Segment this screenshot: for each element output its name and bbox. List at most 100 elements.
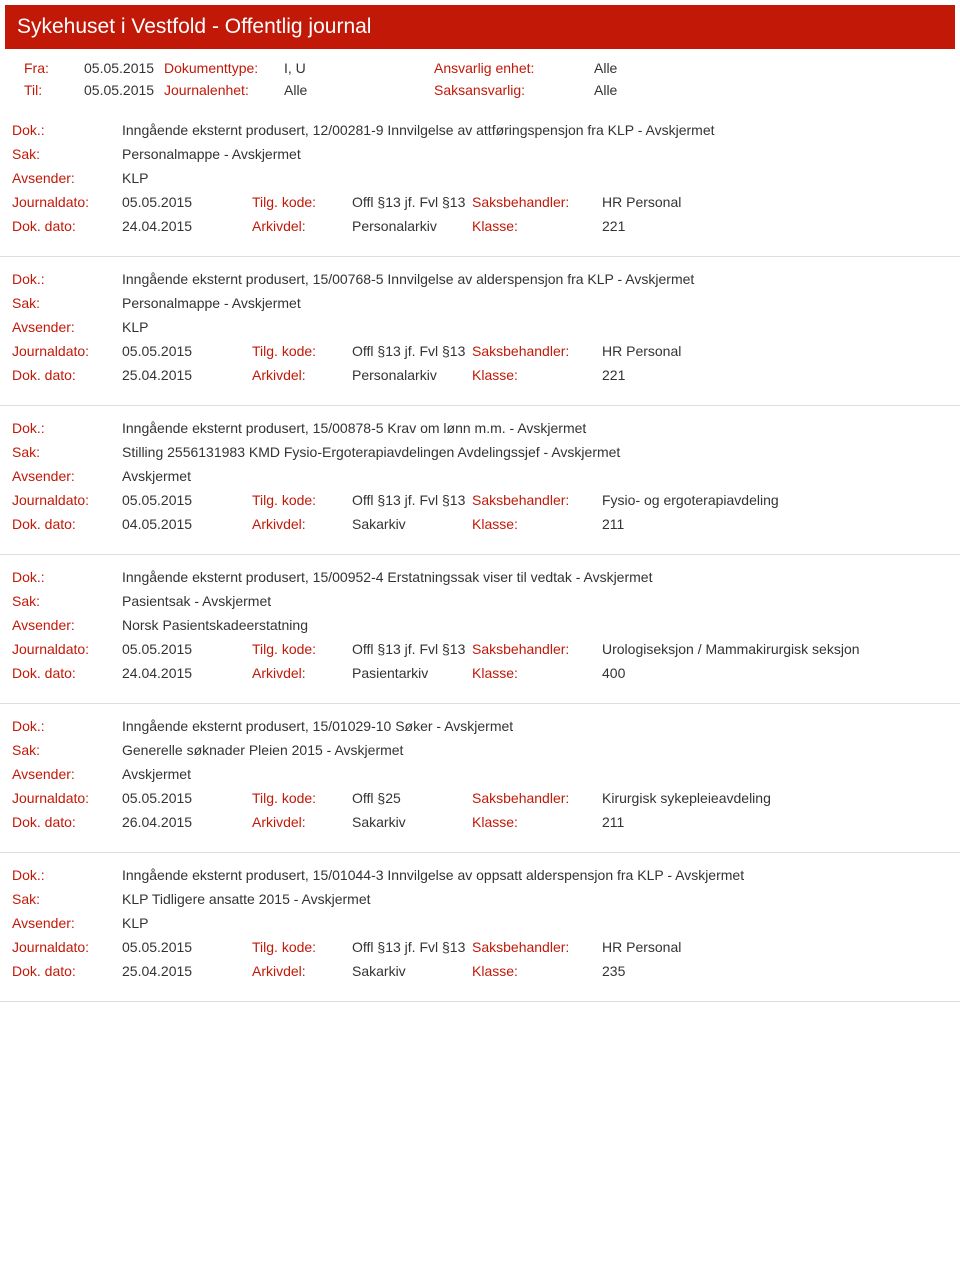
meta-row-1: Journaldato:05.05.2015Tilg. kode:Offl §2… [12,790,948,806]
dok-value: Inngående eksternt produsert, 15/00952-4… [122,569,652,585]
dok-label: Dok.: [12,271,122,287]
journal-entry: Dok.:Inngående eksternt produsert, 15/01… [0,853,960,1002]
tilgkode-label: Tilg. kode: [252,790,352,806]
avsender-label: Avsender: [12,319,122,335]
dok-value: Inngående eksternt produsert, 15/01044-3… [122,867,744,883]
arkivdel-value: Sakarkiv [352,516,472,532]
saksbehandler-value: Urologiseksjon / Mammakirurgisk seksjon [602,641,948,657]
dok-value: Inngående eksternt produsert, 12/00281-9… [122,122,715,138]
journal-entry: Dok.:Inngående eksternt produsert, 12/00… [0,108,960,257]
avsender-label: Avsender: [12,766,122,782]
saksbehandler-label: Saksbehandler: [472,343,602,359]
dok-label: Dok.: [12,569,122,585]
tilgkode-value: Offl §13 jf. Fvl §13 [352,641,472,657]
dokdato-value: 25.04.2015 [122,963,252,979]
meta-row-2: Dok. dato:04.05.2015Arkivdel:SakarkivKla… [12,516,948,532]
sak-value: KLP Tidligere ansatte 2015 - Avskjermet [122,891,371,907]
saksbehandler-value: Fysio- og ergoterapiavdeling [602,492,948,508]
journaldato-value: 05.05.2015 [122,343,252,359]
ansvarlig-value: Alle [594,60,617,76]
tilgkode-label: Tilg. kode: [252,194,352,210]
avsender-row: Avsender:Norsk Pasientskadeerstatning [12,617,948,633]
saksbehandler-value: HR Personal [602,194,948,210]
dokdato-value: 25.04.2015 [122,367,252,383]
tilgkode-value: Offl §25 [352,790,472,806]
dokdato-label: Dok. dato: [12,218,122,234]
sak-row: Sak:Pasientsak - Avskjermet [12,593,948,609]
journaldato-label: Journaldato: [12,194,122,210]
filter-block: Fra: 05.05.2015 Dokumenttype: I, U Ansva… [12,54,948,98]
journaldato-value: 05.05.2015 [122,939,252,955]
fra-value: 05.05.2015 [84,60,164,76]
journaldato-value: 05.05.2015 [122,790,252,806]
dok-label: Dok.: [12,122,122,138]
sak-label: Sak: [12,891,122,907]
tilgkode-label: Tilg. kode: [252,939,352,955]
sak-label: Sak: [12,444,122,460]
avsender-label: Avsender: [12,468,122,484]
sak-value: Personalmappe - Avskjermet [122,295,301,311]
journalenhet-label: Journalenhet: [164,82,284,98]
filter-row-2: Til: 05.05.2015 Journalenhet: Alle Saksa… [12,76,948,98]
arkivdel-label: Arkivdel: [252,665,352,681]
meta-row-1: Journaldato:05.05.2015Tilg. kode:Offl §1… [12,343,948,359]
tilgkode-label: Tilg. kode: [252,641,352,657]
avsender-row: Avsender:KLP [12,915,948,931]
meta-row-1: Journaldato:05.05.2015Tilg. kode:Offl §1… [12,939,948,955]
dokdato-label: Dok. dato: [12,963,122,979]
sak-row: Sak:Stilling 2556131983 KMD Fysio-Ergote… [12,444,948,460]
dokdato-label: Dok. dato: [12,516,122,532]
til-value: 05.05.2015 [84,82,164,98]
meta-row-1: Journaldato:05.05.2015Tilg. kode:Offl §1… [12,641,948,657]
tilgkode-value: Offl §13 jf. Fvl §13 [352,492,472,508]
til-label: Til: [24,82,84,98]
dok-row: Dok.:Inngående eksternt produsert, 15/01… [12,867,948,883]
journaldato-value: 05.05.2015 [122,194,252,210]
avsender-label: Avsender: [12,915,122,931]
arkivdel-label: Arkivdel: [252,218,352,234]
avsender-value: KLP [122,170,148,186]
journaldato-label: Journaldato: [12,492,122,508]
saksbehandler-value: HR Personal [602,343,948,359]
meta-row-2: Dok. dato:24.04.2015Arkivdel:Personalark… [12,218,948,234]
sak-value: Pasientsak - Avskjermet [122,593,271,609]
sak-value: Stilling 2556131983 KMD Fysio-Ergoterapi… [122,444,620,460]
saksbehandler-value: Kirurgisk sykepleieavdeling [602,790,948,806]
arkivdel-value: Personalarkiv [352,367,472,383]
journaldato-label: Journaldato: [12,343,122,359]
meta-row-2: Dok. dato:24.04.2015Arkivdel:Pasientarki… [12,665,948,681]
arkivdel-label: Arkivdel: [252,367,352,383]
avsender-row: Avsender:Avskjermet [12,766,948,782]
page-title-bar: Sykehuset i Vestfold - Offentlig journal [5,5,955,49]
journal-entry: Dok.:Inngående eksternt produsert, 15/00… [0,257,960,406]
sak-value: Personalmappe - Avskjermet [122,146,301,162]
dok-value: Inngående eksternt produsert, 15/01029-1… [122,718,513,734]
arkivdel-value: Sakarkiv [352,963,472,979]
dok-row: Dok.:Inngående eksternt produsert, 15/00… [12,569,948,585]
sak-value: Generelle søknader Pleien 2015 - Avskjer… [122,742,403,758]
arkivdel-value: Sakarkiv [352,814,472,830]
sak-row: Sak:Personalmappe - Avskjermet [12,295,948,311]
journaldato-value: 05.05.2015 [122,641,252,657]
journaldato-label: Journaldato: [12,939,122,955]
saksbehandler-label: Saksbehandler: [472,194,602,210]
dokdato-value: 24.04.2015 [122,665,252,681]
dokdato-value: 26.04.2015 [122,814,252,830]
klasse-value: 235 [602,963,948,979]
avsender-value: Avskjermet [122,766,191,782]
klasse-label: Klasse: [472,218,602,234]
klasse-value: 211 [602,516,948,532]
meta-row-2: Dok. dato:25.04.2015Arkivdel:SakarkivKla… [12,963,948,979]
journaldato-label: Journaldato: [12,790,122,806]
dok-value: Inngående eksternt produsert, 15/00768-5… [122,271,694,287]
dokumenttype-label: Dokumenttype: [164,60,284,76]
dok-label: Dok.: [12,867,122,883]
sak-label: Sak: [12,295,122,311]
arkivdel-label: Arkivdel: [252,516,352,532]
sak-label: Sak: [12,742,122,758]
sak-row: Sak:Personalmappe - Avskjermet [12,146,948,162]
dok-label: Dok.: [12,420,122,436]
journal-entry: Dok.:Inngående eksternt produsert, 15/00… [0,406,960,555]
tilgkode-value: Offl §13 jf. Fvl §13 [352,194,472,210]
fra-label: Fra: [24,60,84,76]
